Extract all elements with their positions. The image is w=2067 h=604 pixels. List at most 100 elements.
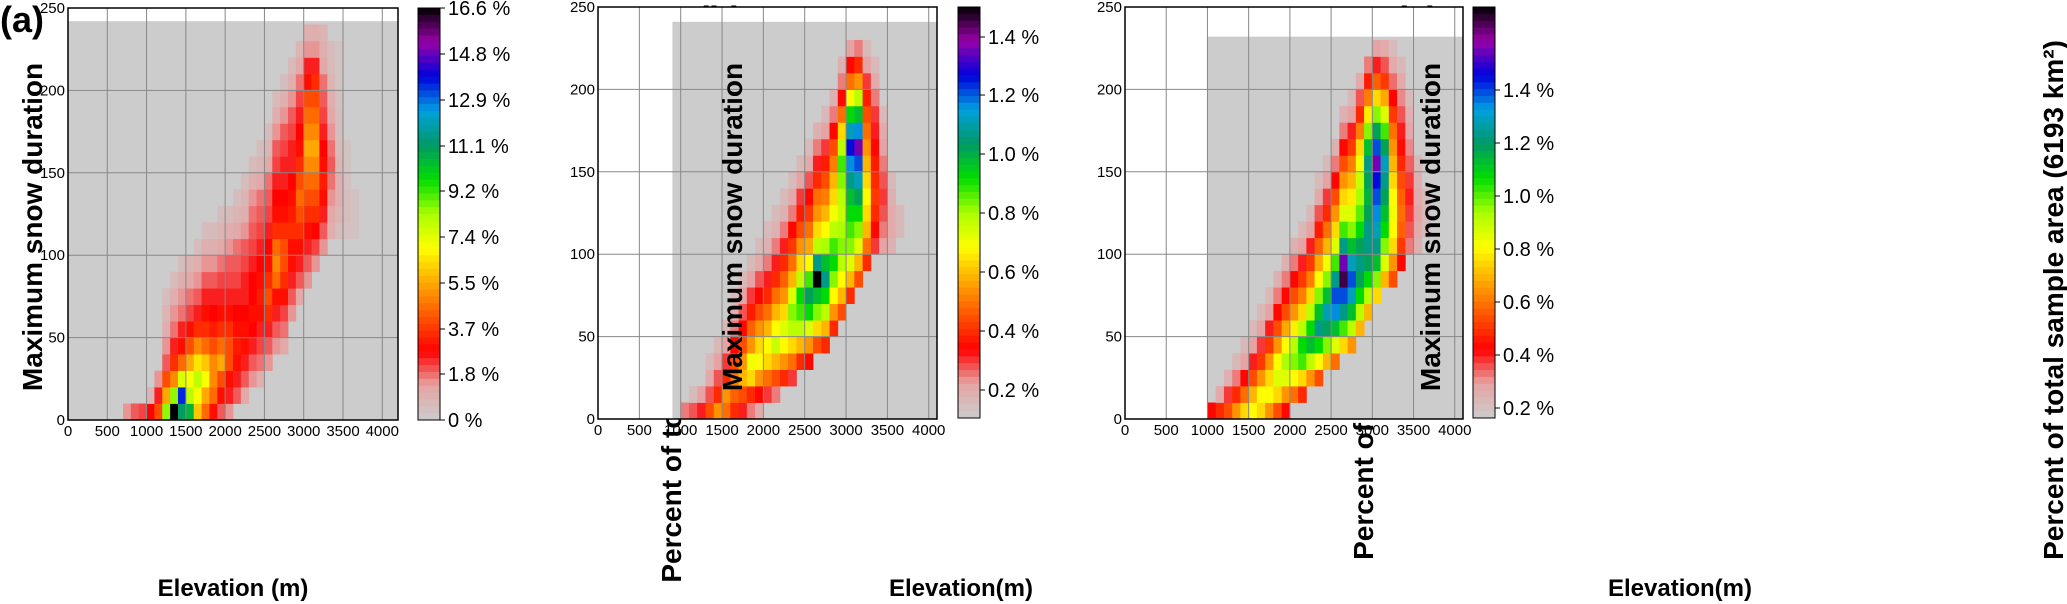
heatmap-cell xyxy=(272,205,281,223)
heatmap-cell xyxy=(1380,254,1390,272)
heatmap-cell xyxy=(1355,89,1365,107)
heatmap-cell xyxy=(295,123,305,141)
heatmap-cell xyxy=(879,105,888,123)
colorbar-tick-label: 0.2 % xyxy=(1503,398,1554,420)
heatmap-cell xyxy=(1364,237,1373,255)
heatmap-cell xyxy=(248,288,257,306)
heatmap-cell xyxy=(870,138,880,156)
heatmap-cell xyxy=(311,222,320,240)
heatmap-cell xyxy=(256,255,265,273)
heatmap-cell xyxy=(311,139,320,157)
colorbar-segment xyxy=(958,390,980,398)
heatmap-cell xyxy=(821,237,830,255)
heatmap-cell xyxy=(1256,386,1266,403)
heatmap-cell xyxy=(1322,287,1332,305)
heatmap-cell xyxy=(697,402,706,420)
heatmap-cell xyxy=(1355,105,1365,123)
heatmap-cell xyxy=(1306,254,1316,272)
heatmap-cell xyxy=(343,205,352,223)
colorbar-segment xyxy=(1473,41,1495,49)
heatmap-cell xyxy=(1298,353,1307,370)
heatmap-cell xyxy=(1331,138,1340,156)
colorbar-segment xyxy=(1473,68,1495,76)
heatmap-cell xyxy=(788,171,797,189)
colorbar-segment xyxy=(958,267,980,275)
heatmap-cell xyxy=(688,386,698,403)
heatmap-cell xyxy=(1298,386,1307,403)
heatmap-cell xyxy=(846,138,855,156)
heatmap-cell xyxy=(272,238,281,256)
heatmap-cell xyxy=(1397,56,1406,74)
colorbar-segment xyxy=(958,61,980,70)
heatmap-cell xyxy=(812,254,822,272)
heatmap-cell xyxy=(335,40,344,58)
heatmap-cell xyxy=(240,288,250,306)
heatmap-cell xyxy=(1339,171,1348,189)
heatmap-cell xyxy=(1314,336,1324,354)
heatmap-cell xyxy=(280,271,289,289)
heatmap-cell xyxy=(327,73,336,91)
heatmap-cell xyxy=(154,387,163,404)
heatmap-cell xyxy=(319,90,328,108)
heatmap-cell xyxy=(755,369,764,387)
colorbar-segment xyxy=(418,268,440,277)
heatmap-cell xyxy=(1372,171,1381,189)
heatmap-cell xyxy=(763,221,773,239)
heatmap-cell xyxy=(256,156,265,174)
heatmap-cell xyxy=(193,337,202,355)
colorbar-tick-label: 1.8 % xyxy=(448,364,499,386)
heatmap-cell xyxy=(1405,122,1414,140)
heatmap-cell xyxy=(1322,336,1332,354)
heatmap-cell xyxy=(862,39,872,57)
heatmap-cell xyxy=(705,369,715,387)
heatmap-cell xyxy=(1388,155,1398,173)
heatmap-cell xyxy=(162,403,171,421)
heatmap-cell xyxy=(837,105,847,123)
heatmap-cell xyxy=(829,105,839,123)
heatmap-cell xyxy=(846,221,855,239)
heatmap-cell xyxy=(248,321,257,338)
x-tick-label: 3500 xyxy=(326,423,359,440)
heatmap-cell xyxy=(123,403,132,421)
heatmap-cell xyxy=(722,336,731,354)
colorbar-segment xyxy=(958,89,980,97)
heatmap-cell xyxy=(887,204,897,222)
heatmap-cell xyxy=(804,221,814,239)
heatmap-cell xyxy=(821,188,830,206)
heatmap-cell xyxy=(779,188,789,206)
heatmap-cell xyxy=(1314,353,1324,370)
heatmap-cell xyxy=(209,304,218,322)
heatmap-cell xyxy=(209,354,218,371)
heatmap-cell xyxy=(217,370,226,388)
colorbar-segment xyxy=(418,104,440,112)
heatmap-cell xyxy=(303,24,312,42)
heatmap-cell xyxy=(335,123,344,141)
heatmap-cell xyxy=(1421,221,1431,239)
heatmap-cell xyxy=(1273,303,1283,321)
heatmap-cell xyxy=(295,238,305,256)
heatmap-cell xyxy=(771,320,781,337)
x-tick-label: 2000 xyxy=(1273,422,1306,439)
heatmap-cell xyxy=(1388,221,1398,239)
heatmap-cell xyxy=(170,337,179,355)
heatmap-cell xyxy=(796,221,806,239)
colorbar-tick-label: 16.6 % xyxy=(448,0,510,20)
heatmap-cell xyxy=(209,255,218,273)
heatmap-cell xyxy=(862,89,872,107)
heatmap-cell xyxy=(1339,320,1348,337)
heatmap-cell xyxy=(763,353,773,370)
heatmap-cell xyxy=(319,205,328,223)
heatmap-cell xyxy=(846,204,855,222)
heatmap-cell xyxy=(288,205,297,223)
heatmap-cell xyxy=(240,354,250,371)
heatmap-cell xyxy=(1248,353,1258,370)
heatmap-cell xyxy=(264,271,273,289)
heatmap-cell xyxy=(327,123,336,141)
heatmap-cell xyxy=(1298,303,1307,321)
heatmap-cell xyxy=(821,336,830,354)
heatmap-cell xyxy=(311,40,320,58)
heatmap-cell xyxy=(335,90,344,108)
heatmap-cell xyxy=(1256,369,1266,387)
heatmap-cell xyxy=(738,303,748,321)
heatmap-cell xyxy=(295,172,305,190)
